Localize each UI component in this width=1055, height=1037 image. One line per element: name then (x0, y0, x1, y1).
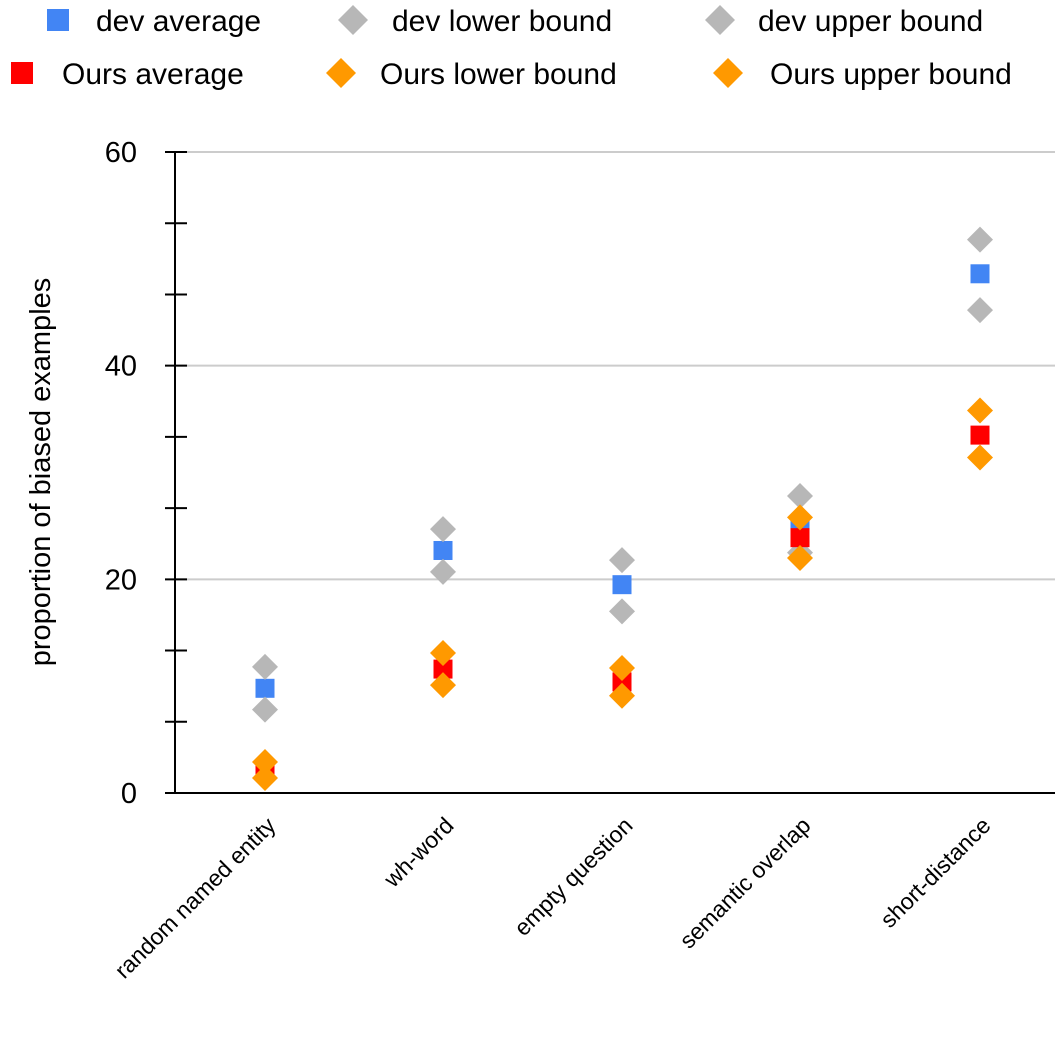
point-ours-lower-bound-short-distance (967, 444, 993, 471)
y-tick-label: 20 (105, 564, 137, 596)
series-ours-lower-bound (252, 444, 993, 792)
series-ours-upper-bound (252, 397, 993, 776)
point-dev-lower-bound-random-named-entity (252, 696, 278, 723)
gridlines (175, 151, 1055, 581)
legend-marker-ours-average (11, 62, 33, 84)
point-dev-upper-bound-semantic-overlap (787, 483, 813, 510)
legend-entry-ours-lower-bound: Ours lower bound (326, 58, 617, 91)
data-points (252, 226, 993, 792)
x-tick-label-empty-question: empty question (509, 812, 638, 941)
point-ours-average-semantic-overlap (790, 528, 810, 548)
series-dev-upper-bound (252, 226, 993, 680)
point-ours-upper-bound-wh-word (430, 640, 456, 667)
legend-label-dev-average: dev average (96, 5, 261, 38)
point-dev-upper-bound-short-distance (967, 226, 993, 253)
legend-marker-dev-lower-bound (338, 5, 368, 35)
point-dev-upper-bound-random-named-entity (252, 653, 278, 680)
x-tick-label-random-named-entity: random named entity (109, 812, 281, 984)
point-ours-upper-bound-short-distance (967, 397, 993, 424)
y-axis-title: proportion of biased examples (25, 278, 57, 667)
legend-label-ours-lower-bound: Ours lower bound (380, 58, 617, 91)
point-ours-average-short-distance (970, 425, 990, 445)
x-tick-label-wh-word: wh-word (378, 812, 459, 893)
series-dev-average (255, 264, 990, 698)
legend-label-ours-upper-bound: Ours upper bound (770, 58, 1012, 91)
point-ours-lower-bound-semantic-overlap (787, 544, 813, 571)
axes: 0 20 40 60 random named entity wh-word empty q… (105, 137, 1055, 983)
point-ours-upper-bound-random-named-entity (252, 749, 278, 776)
point-ours-lower-bound-empty-question (609, 682, 635, 709)
legend-label-dev-upper-bound: dev upper bound (758, 5, 983, 38)
point-ours-lower-bound-wh-word (430, 672, 456, 699)
point-dev-average-random-named-entity (255, 678, 275, 698)
point-ours-average-empty-question (612, 672, 632, 692)
legend-marker-dev-average (47, 9, 69, 31)
y-tick-label: 60 (105, 137, 137, 169)
legend-marker-dev-upper-bound (705, 5, 735, 35)
point-dev-upper-bound-wh-word (430, 516, 456, 543)
point-dev-upper-bound-empty-question (609, 547, 635, 574)
y-tick-label: 0 (121, 778, 137, 810)
legend-label-dev-lower-bound: dev lower bound (392, 5, 612, 38)
point-dev-average-wh-word (433, 540, 453, 560)
legend-entry-dev-upper-bound: dev upper bound (705, 5, 983, 38)
legend-marker-ours-lower-bound (326, 58, 356, 88)
point-dev-lower-bound-short-distance (967, 297, 993, 324)
point-ours-lower-bound-random-named-entity (252, 765, 278, 792)
legend-entry-dev-average: dev average (47, 5, 261, 38)
point-dev-lower-bound-empty-question (609, 598, 635, 625)
point-ours-upper-bound-empty-question (609, 655, 635, 682)
x-tick-label-semantic-overlap: semantic overlap (674, 812, 815, 953)
legend-marker-ours-upper-bound (713, 58, 743, 88)
legend-entry-dev-lower-bound: dev lower bound (338, 5, 612, 38)
point-dev-lower-bound-wh-word (430, 558, 456, 585)
legend-label-ours-average: Ours average (62, 58, 244, 91)
point-ours-average-wh-word (433, 659, 453, 679)
legend-entry-ours-upper-bound: Ours upper bound (713, 58, 1012, 91)
legend: dev average dev lower bound dev upper boun… (11, 5, 1012, 91)
x-tick-label-short-distance: short-distance (875, 812, 996, 933)
point-ours-upper-bound-semantic-overlap (787, 504, 813, 531)
point-dev-average-empty-question (612, 575, 632, 595)
legend-entry-ours-average: Ours average (11, 58, 244, 91)
y-tick-label: 40 (105, 351, 137, 383)
point-dev-average-short-distance (970, 264, 990, 284)
